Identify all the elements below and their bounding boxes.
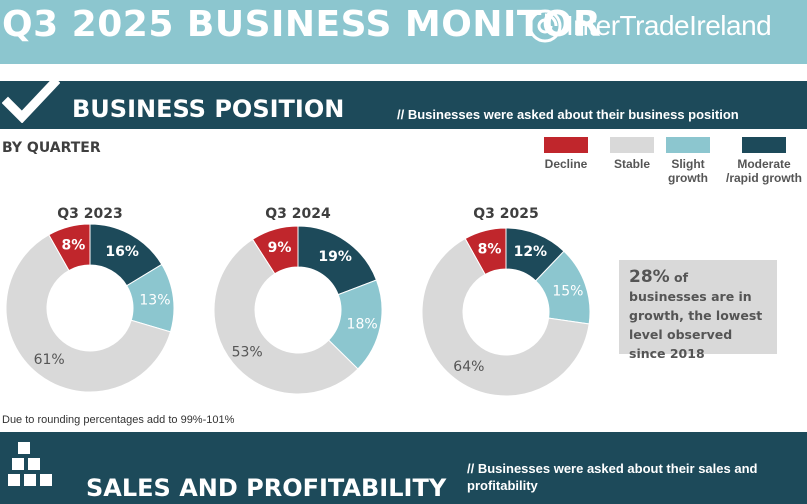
data-label: 64% (453, 359, 484, 375)
legend-item-stable: Stable (606, 137, 658, 171)
legend-item-moderate-rapid-growth: Moderate /rapid growth (724, 137, 804, 185)
chart-subtitle: BY QUARTER (2, 140, 101, 156)
header-bar: Q3 2025 BUSINESS MONITOR InterTradeIrela… (0, 0, 807, 64)
donut-slice-stable (421, 237, 590, 397)
data-label: 9% (268, 240, 292, 256)
brand-name: InterTradeIreland (566, 10, 772, 41)
boxes-icon (8, 442, 52, 486)
legend-swatch (544, 137, 588, 153)
data-label: 53% (232, 344, 263, 360)
data-label: 8% (61, 238, 85, 254)
data-label: 16% (105, 244, 139, 260)
legend-item-decline: Decline (540, 137, 592, 171)
legend-label: Decline (544, 157, 588, 171)
legend-swatch (666, 137, 710, 153)
legend-label: Moderate /rapid growth (726, 157, 802, 185)
chart-title: Q3 2023 (57, 206, 122, 222)
callout-text: of businesses are in growth, the lowest … (629, 270, 763, 361)
swirl-logo-icon (528, 9, 562, 43)
rounding-footnote: Due to rounding percentages add to 99%-1… (2, 414, 235, 426)
data-label: 61% (34, 352, 65, 368)
section-note: // Businesses were asked about their bus… (397, 107, 739, 122)
legend-swatch (742, 137, 786, 153)
donut-charts: Q3 2023 8% 16% 13% 61% Q3 2024 9% 19% 18% 53% Q3 2… (5, 206, 591, 397)
data-label: 18% (347, 316, 378, 332)
data-label: 8% (478, 242, 502, 258)
growth-callout: 28% of businesses are in growth, the low… (619, 260, 777, 361)
business-position-banner: BUSINESS POSITION // Businesses were ask… (0, 77, 807, 129)
legend: Decline Stable Slight growth Moderate /r… (540, 137, 807, 187)
donut-slice-stable (5, 234, 172, 393)
legend-swatch (610, 137, 654, 153)
donut-slice-stable (213, 238, 359, 395)
data-label: 19% (318, 249, 352, 265)
data-label: 15% (552, 284, 583, 300)
page-title: Q3 2025 BUSINESS MONITOR (2, 4, 602, 45)
data-label: 12% (514, 244, 548, 260)
data-label: 13% (139, 293, 170, 309)
legend-label: Stable (613, 157, 650, 171)
checkmark-icon (2, 77, 60, 123)
section-note: // Businesses were asked about their sal… (467, 461, 758, 493)
legend-label: Slight growth (668, 157, 708, 185)
legend-item-slight-growth: Slight growth (664, 137, 712, 185)
section-title: SALES AND PROFITABILITY (86, 474, 447, 502)
callout-highlight: 28% (629, 267, 670, 287)
chart-title: Q3 2025 (473, 206, 538, 222)
brand-logo: InterTradeIreland (528, 6, 772, 46)
sales-profitability-banner: SALES AND PROFITABILITY // Businesses we… (0, 432, 807, 504)
chart-title: Q3 2024 (265, 206, 331, 222)
section-title: BUSINESS POSITION (72, 95, 345, 123)
